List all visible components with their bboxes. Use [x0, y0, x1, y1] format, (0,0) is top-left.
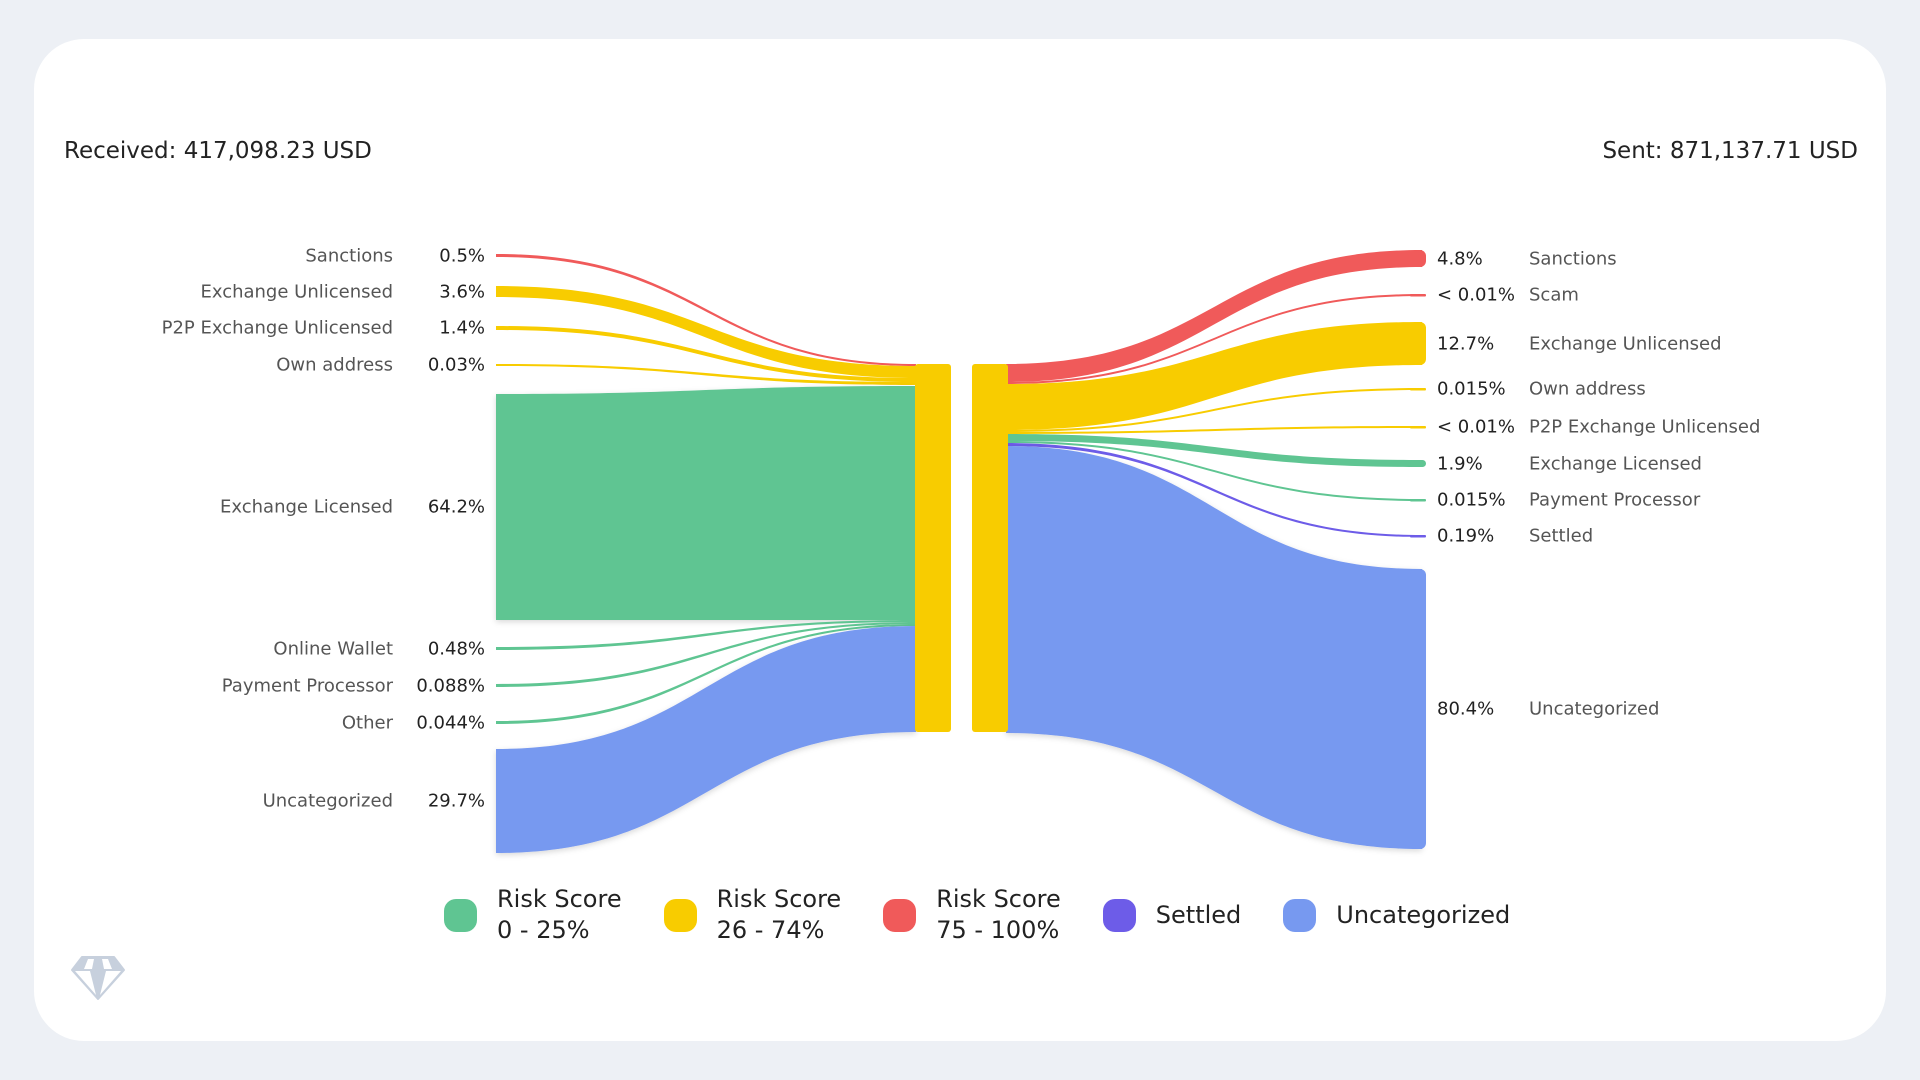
- right-node-percent: 12.7%: [1437, 333, 1495, 354]
- legend-line1: Settled: [1155, 900, 1242, 929]
- flow-right-2[interactable]: [1006, 322, 1422, 430]
- center-node-incoming[interactable]: [915, 364, 951, 732]
- legend-swatch: [444, 898, 477, 932]
- legend-swatch: [663, 898, 697, 932]
- right-node-percent: 80.4%: [1437, 698, 1495, 720]
- legend-item[interactable]: Uncategorized: [1283, 884, 1510, 946]
- right-node-percent: < 0.01%: [1437, 284, 1515, 306]
- legend-label: Risk Score 75 - 100%: [936, 884, 1061, 946]
- legend-swatch: [1102, 898, 1136, 932]
- node-right-8[interactable]: [1410, 569, 1426, 849]
- flow-right-1[interactable]: [1006, 294, 1422, 384]
- node-right-5[interactable]: [1410, 460, 1426, 467]
- node-right-0[interactable]: [1410, 250, 1426, 267]
- left-node-percent: 3.6%: [439, 281, 485, 302]
- flow-left-5[interactable]: [496, 620, 916, 650]
- flow-left-1[interactable]: [496, 286, 916, 378]
- legend-label: Risk Score 0 - 25%: [497, 884, 622, 946]
- right-node-label: Own address: [1529, 378, 1646, 400]
- node-right-1[interactable]: [1410, 294, 1426, 297]
- right-node-label: Exchange Licensed: [1529, 453, 1702, 474]
- node-right-6[interactable]: [1410, 499, 1426, 502]
- left-node-label: Online Wallet: [273, 638, 393, 659]
- left-node-label: Uncategorized: [262, 790, 393, 812]
- legend-label: Risk Score 26 - 74%: [717, 884, 842, 946]
- legend-line2: 0 - 25%: [497, 916, 590, 944]
- node-right-3[interactable]: [1410, 388, 1426, 391]
- right-node-label: Scam: [1529, 284, 1579, 306]
- flow-right-7[interactable]: [1006, 443, 1422, 537]
- left-node-label: Sanctions: [305, 245, 393, 266]
- sent-total: Sent: 871,137.71 USD: [1602, 138, 1858, 164]
- left-node-percent: 0.5%: [439, 245, 485, 266]
- right-node-percent: 0.015%: [1437, 489, 1506, 511]
- left-node-label: Other: [341, 712, 393, 733]
- left-node-percent: 0.088%: [416, 675, 485, 696]
- flow-left-2[interactable]: [496, 326, 916, 382]
- legend-swatch: [1283, 898, 1317, 932]
- flow-right-4[interactable]: [1006, 426, 1422, 434]
- left-node-label: Exchange Unlicensed: [200, 281, 393, 302]
- diamond-icon: [71, 956, 125, 1000]
- legend-line2: 26 - 74%: [716, 916, 825, 944]
- right-node-percent: 0.19%: [1437, 525, 1495, 547]
- right-node-percent: 4.8%: [1437, 248, 1483, 269]
- legend-line2: 75 - 100%: [936, 916, 1060, 944]
- right-node-label: Exchange Unlicensed: [1529, 333, 1722, 354]
- legend-line1: Risk Score: [497, 885, 622, 913]
- flow-left-3[interactable]: [496, 364, 916, 385]
- right-node-label: Sanctions: [1529, 248, 1617, 269]
- legend-line1: Risk Score: [936, 885, 1061, 913]
- node-right-2[interactable]: [1410, 322, 1426, 365]
- legend-swatch: [883, 898, 917, 932]
- legend-item[interactable]: Risk Score 26 - 74%: [663, 884, 842, 946]
- flow-right-0[interactable]: [1006, 250, 1422, 382]
- node-left-1[interactable]: [496, 286, 504, 297]
- left-node-label: Exchange Licensed: [220, 496, 393, 518]
- flow-right-5[interactable]: [1006, 434, 1422, 467]
- left-node-percent: 0.48%: [427, 638, 485, 659]
- legend: Risk Score 0 - 25% Risk Score 26 - 74% Risk …: [444, 884, 1552, 946]
- flow-left-6[interactable]: [496, 622, 916, 687]
- node-left-8[interactable]: [496, 749, 504, 853]
- right-node-label: Uncategorized: [1529, 698, 1660, 720]
- left-node-label: P2P Exchange Unlicensed: [161, 317, 393, 339]
- left-node-percent: 0.03%: [427, 354, 485, 376]
- left-node-percent: 64.2%: [427, 496, 485, 518]
- right-node-label: Payment Processor: [1529, 489, 1701, 511]
- right-node-label: Settled: [1529, 525, 1594, 547]
- legend-item[interactable]: Risk Score 0 - 25%: [444, 884, 622, 946]
- flow-left-7[interactable]: [496, 624, 916, 724]
- flow-right-6[interactable]: [1006, 441, 1422, 501]
- flow-left-4[interactable]: [496, 386, 916, 620]
- left-node-percent: 0.044%: [416, 712, 485, 733]
- legend-label: Uncategorized: [1336, 900, 1510, 931]
- flow-left-8[interactable]: [496, 626, 916, 853]
- legend-line1: Risk Score: [716, 885, 842, 913]
- flow-left-0[interactable]: [496, 254, 916, 366]
- left-node-label: Payment Processor: [221, 675, 393, 696]
- received-total: Received: 417,098.23 USD: [64, 138, 372, 164]
- center-node-outgoing[interactable]: [972, 364, 1008, 732]
- left-node-percent: 29.7%: [427, 790, 485, 812]
- legend-label: Settled: [1156, 900, 1242, 931]
- legend-line1: Uncategorized: [1336, 900, 1511, 929]
- node-left-4[interactable]: [496, 394, 504, 620]
- node-right-4[interactable]: [1410, 426, 1426, 429]
- flow-right-8[interactable]: [1006, 446, 1422, 849]
- right-node-label: P2P Exchange Unlicensed: [1529, 416, 1761, 438]
- chart-card: [34, 39, 1886, 1041]
- left-node-percent: 1.4%: [439, 317, 485, 339]
- legend-item[interactable]: Risk Score 75 - 100%: [883, 884, 1061, 946]
- flow-right-3[interactable]: [1006, 388, 1422, 432]
- right-node-percent: 0.015%: [1437, 378, 1506, 400]
- right-node-percent: 1.9%: [1437, 453, 1483, 474]
- legend-item[interactable]: Settled: [1102, 884, 1242, 946]
- right-node-percent: < 0.01%: [1437, 416, 1515, 438]
- node-right-7[interactable]: [1410, 535, 1426, 538]
- left-node-label: Own address: [276, 354, 393, 376]
